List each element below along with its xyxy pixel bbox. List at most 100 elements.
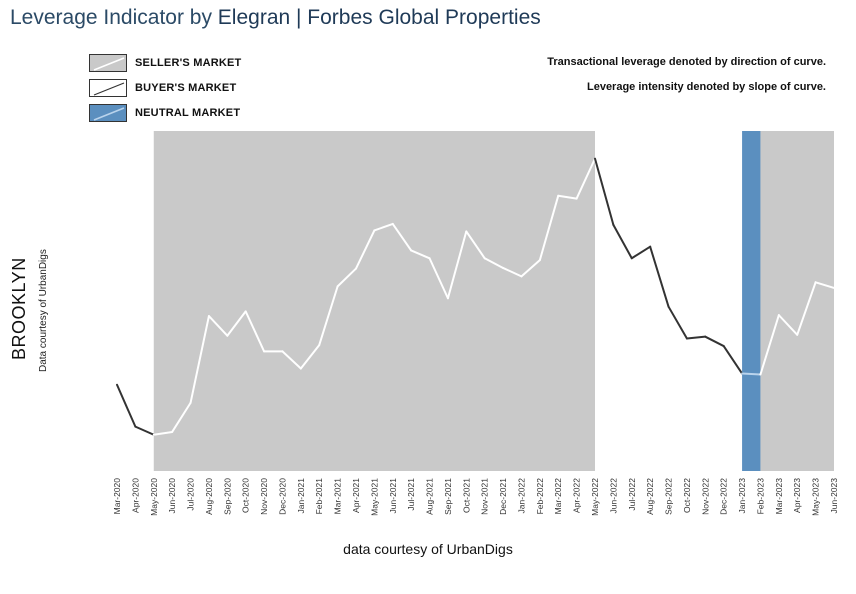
curve-segment-16 [410,249,431,260]
curve-segment-4 [189,315,210,404]
curve-segment-18 [446,230,468,300]
x-tick-label: Feb-2023 [755,478,765,515]
x-axis-label: data courtesy of UrbanDigs [343,541,513,557]
x-tick-label: Jan-2021 [296,478,306,514]
note-slope: Leverage intensity denoted by slope of c… [586,81,826,93]
curve-segment-5 [207,315,229,337]
legend-label-seller: SELLER'S MARKET [135,57,242,69]
x-tick-label: Apr-2021 [351,478,361,513]
neutral-swatch [89,104,127,122]
legend-item-buyer: BUYER'S MARKET [89,78,236,98]
curve-segment-7 [244,310,266,353]
x-tick-label: Oct-2020 [241,478,251,513]
x-tick-label: May-2022 [590,478,600,516]
curve-segment-12 [336,267,357,288]
curve-segment-6 [226,310,247,337]
note-direction: Transactional leverage denoted by direct… [547,56,826,68]
curve-segment-28 [630,245,652,260]
curve-segment-10 [299,344,321,370]
x-tick-label: Apr-2022 [572,478,582,513]
curve-segment-36 [777,314,799,336]
market-regions [153,131,834,471]
x-tick-label: Mar-2022 [553,478,563,515]
curve-segment-20 [483,257,505,269]
curve-segment-31 [685,335,707,340]
curve-segment-21 [502,266,523,278]
curve-segment-19 [465,230,486,260]
x-tick-label: May-2020 [149,478,159,516]
buyer-swatch [89,79,127,97]
legend-item-seller: SELLER'S MARKET [89,53,241,73]
curve-segment-14 [373,222,394,232]
x-tick-label: Mar-2023 [774,478,784,515]
curve-segment-9 [281,350,302,370]
curve-segment-13 [355,229,376,270]
x-tick-label: Oct-2021 [461,478,471,513]
curve-segment-33 [722,345,744,375]
x-tick-label: Sep-2022 [664,478,674,515]
x-tick-label: Jul-2021 [406,478,416,511]
x-tick-label: Feb-2022 [535,478,545,515]
curve-segment-35 [759,314,780,376]
x-tick-label: Aug-2022 [645,478,655,515]
region-neutral-1 [742,131,761,471]
x-tick-label: Feb-2021 [314,478,324,515]
legend-label-neutral: NEUTRAL MARKET [135,107,241,119]
x-tick-label: Jul-2020 [186,478,196,511]
curve-segment-30 [667,305,688,340]
curve-segment-2 [152,430,174,436]
x-tick-label: Jun-2023 [829,478,839,514]
leverage-curve [116,157,835,436]
curve-segment-0 [116,383,137,428]
curve-segment-23 [538,194,560,262]
curve-segment-3 [171,401,192,433]
x-tick-label: Nov-2021 [480,478,490,515]
curve-segment-26 [594,157,615,226]
region-seller-2 [760,131,834,471]
x-tick-label: Jan-2022 [516,478,526,514]
x-tick-label: Jun-2021 [388,478,398,514]
x-tick-label: Aug-2020 [204,478,214,515]
title-brand: Elegran | Forbes Global Properties [217,6,541,29]
curve-segment-24 [557,194,578,200]
x-tick-label: Apr-2020 [130,478,140,513]
x-tick-label: May-2021 [369,478,379,516]
curve-segment-22 [520,259,541,278]
x-tick-label: Nov-2020 [259,478,269,515]
curve-segment-27 [612,223,633,260]
legend-item-neutral: NEUTRAL MARKET [89,103,240,123]
x-tick-label: Jun-2022 [608,478,618,514]
legend-label-buyer: BUYER'S MARKET [135,82,237,94]
x-tick-label: May-2023 [811,478,821,516]
x-tick-label: Dec-2022 [719,478,729,515]
leverage-chart: Mar-2020 Apr-2020 May-2020 Jun-2020 Jul-2020… [112,131,839,516]
title-prefix: Leverage Indicator by [10,6,218,29]
curve-segment-15 [391,222,413,252]
seller-swatch [89,54,127,72]
x-tick-label: Apr-2023 [792,478,802,513]
curve-segment-1 [134,425,155,436]
curve-segment-11 [318,285,339,347]
curve-segment-29 [649,245,670,308]
x-tick-label: Sep-2021 [443,478,453,515]
curve-segment-37 [796,281,817,336]
x-tick-label: Nov-2022 [700,478,710,515]
x-tick-label: Dec-2020 [277,478,287,515]
x-tick-label: Aug-2021 [425,478,435,515]
curve-segment-34 [741,372,762,376]
x-tick-label: Sep-2020 [222,478,232,515]
x-tick-labels: Mar-2020 Apr-2020 May-2020 Jun-2020 Jul-2020… [112,478,839,516]
x-tick-label: Jun-2020 [167,478,177,514]
curve-segment-25 [575,157,596,200]
x-tick-label: Dec-2021 [498,478,508,515]
region-seller-0 [153,131,595,471]
x-tick-label: Jan-2023 [737,478,747,514]
curve-segment-32 [704,335,725,348]
curve-segment-17 [428,257,449,300]
x-tick-label: Mar-2020 [112,478,122,515]
chart-title: Leverage Indicator by Elegran | Forbes G… [10,6,541,30]
x-tick-label: Oct-2022 [682,478,692,513]
x-tick-label: Jul-2022 [627,478,637,511]
curve-segment-38 [814,281,835,289]
x-tick-label: Mar-2021 [333,478,343,515]
